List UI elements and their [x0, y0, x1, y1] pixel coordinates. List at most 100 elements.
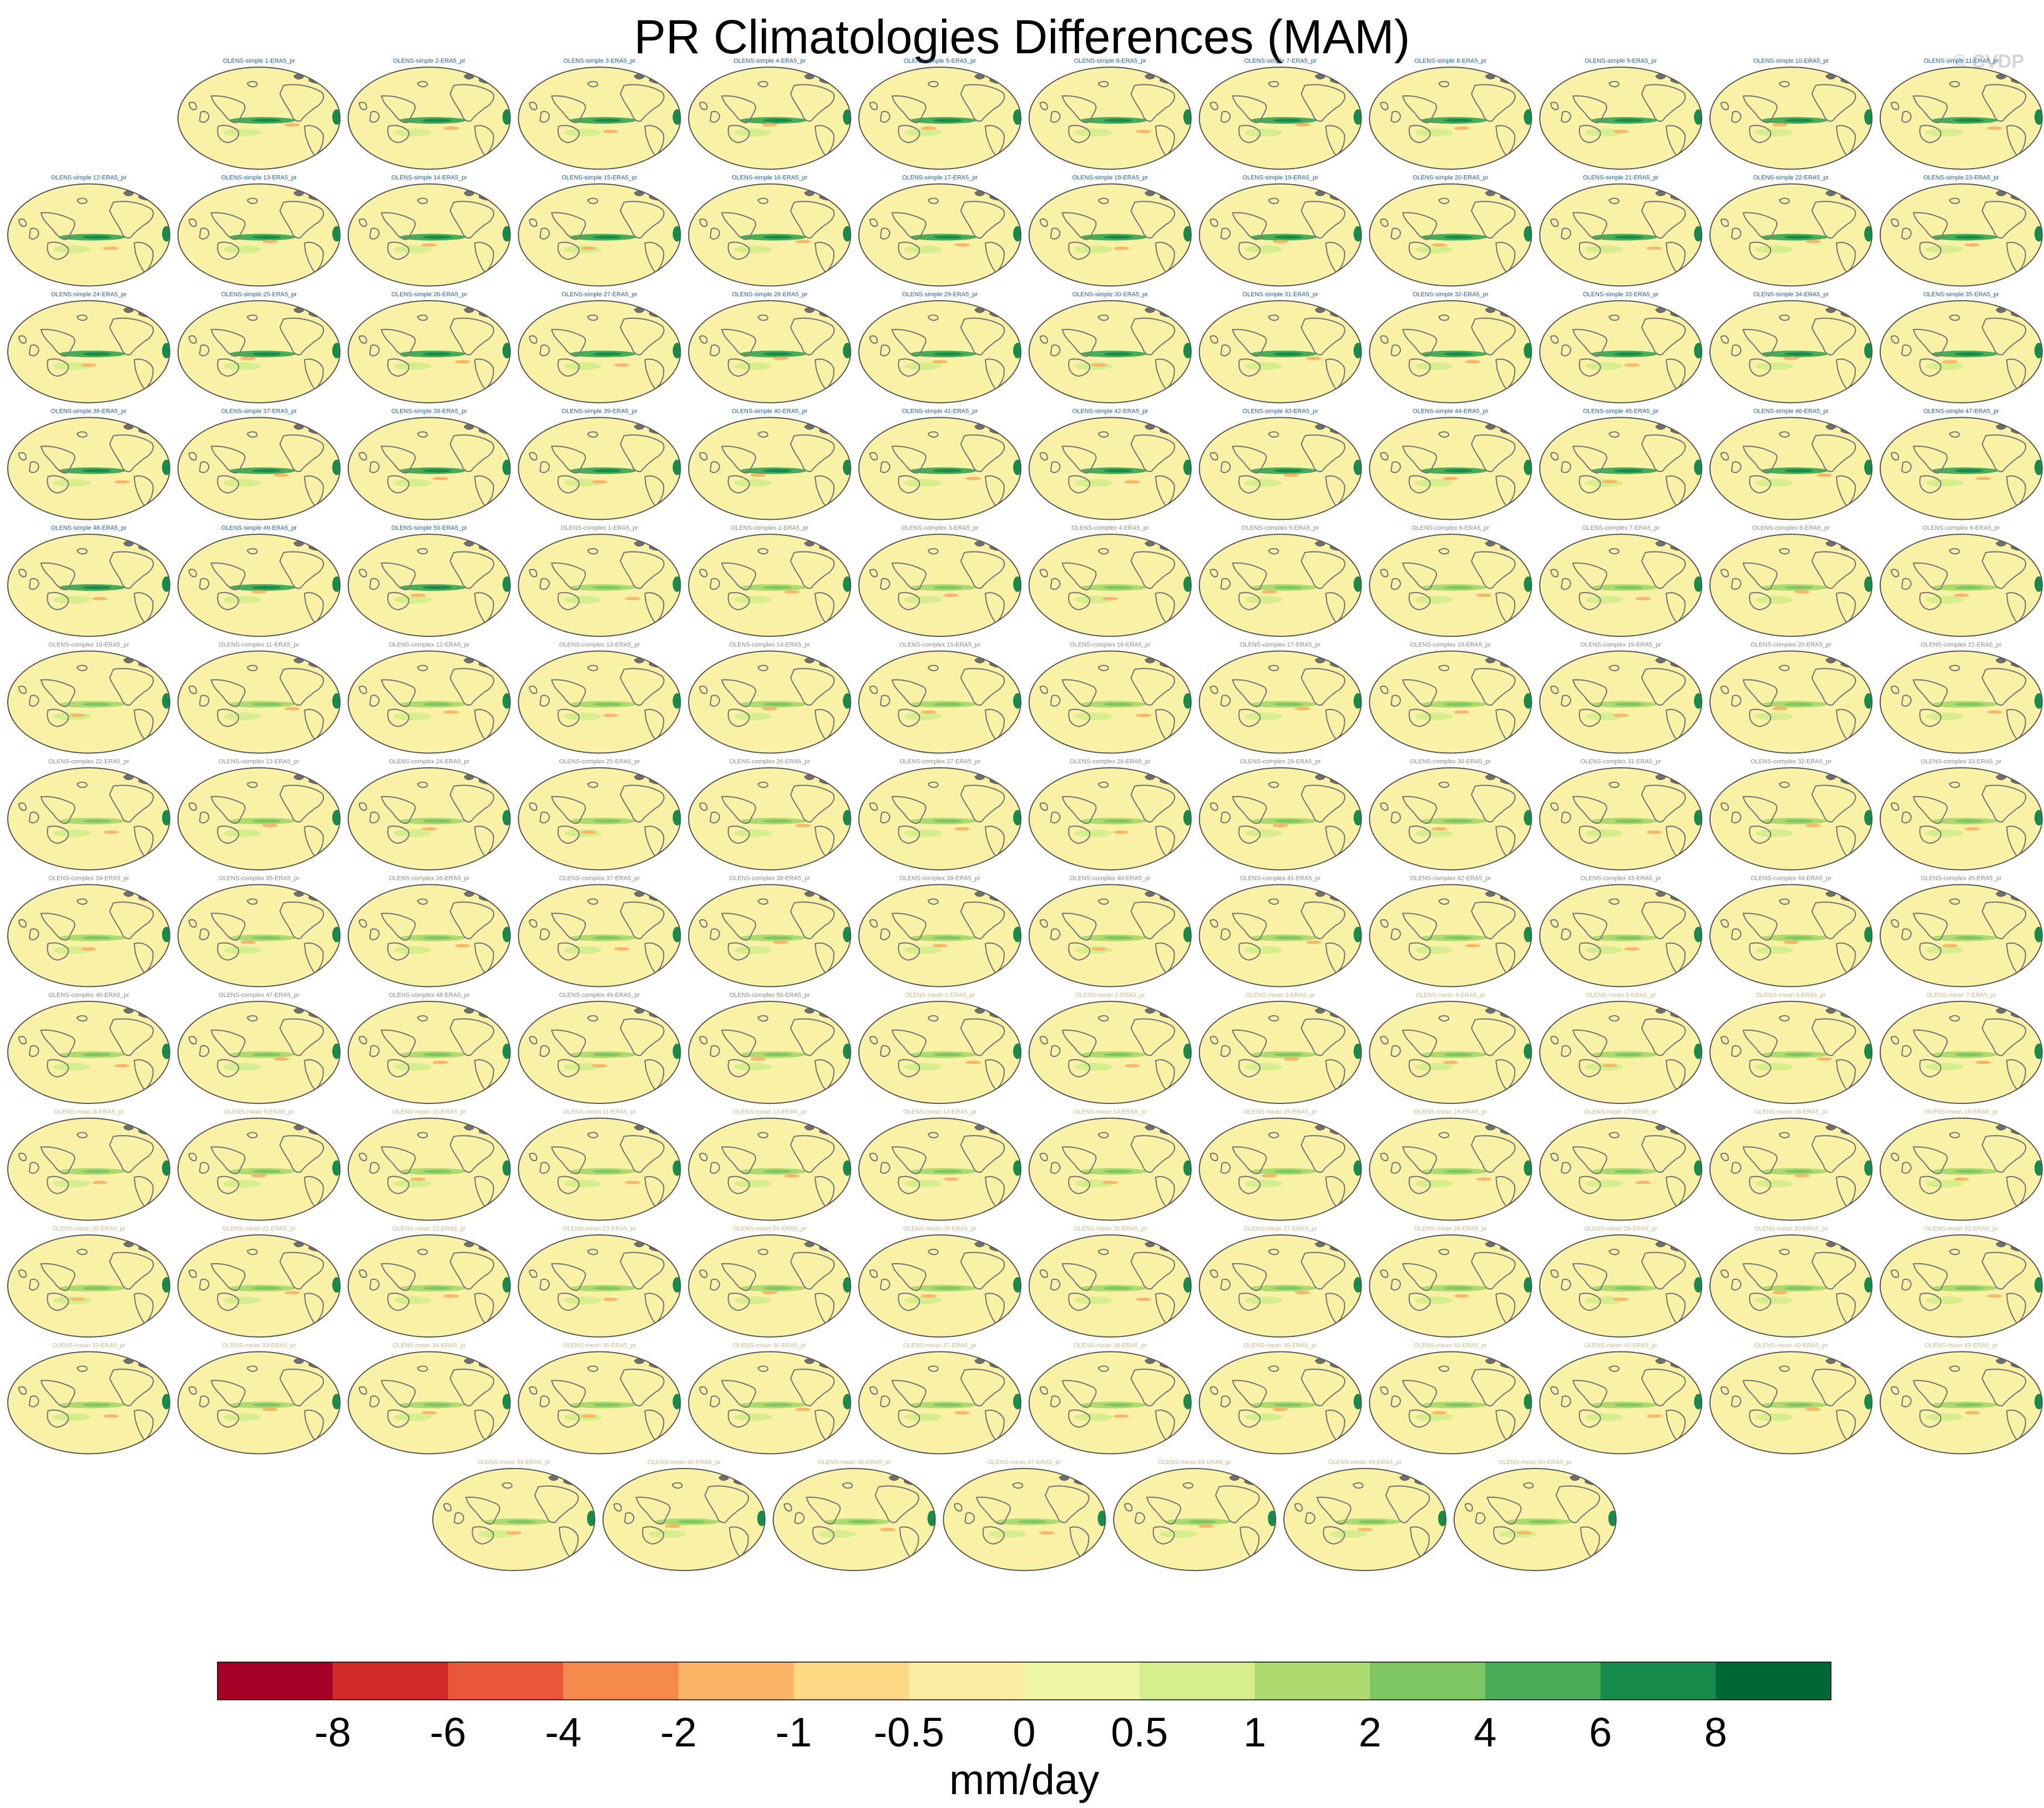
- map-panel: OLENS-mean 30-ERA5_pr: [1709, 1225, 1873, 1338]
- panel-title: OLENS-complex 11-ERA5_pr: [219, 642, 299, 649]
- south-tropics-anomaly: [1755, 479, 1793, 487]
- panel-title: OLENS-complex 41-ERA5_pr: [1240, 875, 1321, 882]
- map-outline: [518, 183, 681, 287]
- map-panel: OLENS-mean 25-ERA5_pr: [858, 1225, 1021, 1338]
- panel-title: OLENS-complex 12-ERA5_pr: [389, 642, 470, 649]
- negative-anomaly: [1646, 1414, 1662, 1418]
- map-panel: OLENS-complex 36-ERA5_pr: [347, 875, 511, 987]
- negative-anomaly: [1039, 1531, 1055, 1534]
- panel-title: OLENS-simple 31-ERA5_pr: [1242, 291, 1318, 298]
- map-panel: OLENS-mean 14-ERA5_pr: [1028, 1109, 1192, 1221]
- map-panel: OLENS-simple 44-ERA5_pr: [1369, 408, 1532, 520]
- south-tropics-anomaly: [393, 129, 432, 136]
- edge-anomaly: [672, 1160, 681, 1176]
- edge-anomaly: [1694, 459, 1702, 475]
- colorbar-tick-label: 6: [1589, 1709, 1612, 1755]
- south-tropics-anomaly: [1755, 1297, 1793, 1304]
- map-outline: [1369, 650, 1532, 754]
- itcz-anomaly-core: [1614, 586, 1643, 589]
- map-outline: [1709, 534, 1873, 637]
- map-panel: OLENS-complex 1-ERA5_pr: [518, 525, 681, 637]
- itcz-anomaly-core: [933, 1053, 962, 1056]
- negative-anomaly: [251, 590, 267, 594]
- south-tropics-anomaly: [393, 829, 432, 837]
- edge-anomaly: [1013, 343, 1021, 358]
- edge-anomaly: [1524, 693, 1532, 709]
- panel-title: OLENS-complex 30-ERA5_pr: [1410, 758, 1491, 765]
- panel-title: OLENS-mean 47-ERA5_pr: [988, 1459, 1061, 1466]
- edge-anomaly: [1694, 693, 1702, 709]
- negative-anomaly: [1443, 477, 1459, 480]
- map-outline: [1539, 183, 1703, 287]
- south-tropics-anomaly: [1585, 1297, 1623, 1304]
- map-outline: [602, 1468, 766, 1571]
- edge-anomaly: [1694, 576, 1702, 592]
- negative-anomaly: [1772, 707, 1788, 711]
- map-outline: [347, 884, 511, 987]
- south-tropics-anomaly: [1244, 829, 1283, 837]
- negative-anomaly: [1772, 1291, 1788, 1294]
- south-tropics-anomaly: [1074, 479, 1112, 487]
- map-panel: OLENS-complex 11-ERA5_pr: [177, 642, 341, 754]
- map-outline: [1369, 884, 1532, 987]
- itcz-anomaly-core: [252, 702, 281, 706]
- south-tropics-anomaly: [1585, 712, 1623, 721]
- panel-title: OLENS-mean 42-ERA5_pr: [1754, 1343, 1828, 1349]
- map-outline: [1879, 534, 2043, 637]
- map-panel: OLENS-simple 14-ERA5_pr: [347, 175, 511, 287]
- south-tropics-anomaly: [1074, 129, 1112, 136]
- map-outline: [688, 884, 852, 987]
- south-tropics-anomaly: [1074, 829, 1112, 837]
- map-outline: [518, 67, 681, 170]
- map-outline: [1198, 767, 1362, 870]
- south-tropics-anomaly: [478, 1530, 516, 1538]
- negative-anomaly: [1805, 1407, 1821, 1411]
- panel-title: OLENS-simple 24-ERA5_pr: [51, 291, 127, 298]
- negative-anomaly: [1624, 363, 1640, 367]
- edge-anomaly: [1524, 1160, 1532, 1176]
- itcz-anomaly-core: [593, 1287, 622, 1290]
- negative-anomaly: [965, 1061, 981, 1064]
- panel-title: OLENS-simple 25-ERA5_pr: [221, 291, 297, 298]
- itcz-anomaly-core: [1954, 469, 1984, 473]
- map-outline: [7, 1001, 170, 1104]
- map-outline: [1369, 1234, 1532, 1338]
- negative-anomaly: [1964, 243, 1980, 247]
- edge-anomaly: [332, 109, 340, 125]
- south-tropics-anomaly: [1329, 1530, 1367, 1538]
- map-outline: [347, 534, 511, 637]
- map-outline: [1369, 67, 1532, 170]
- edge-anomaly: [843, 459, 851, 475]
- edge-anomaly: [332, 576, 340, 592]
- panel-title: OLENS-complex 39-ERA5_pr: [899, 875, 980, 882]
- itcz-anomaly-core: [1273, 819, 1303, 823]
- south-tropics-anomaly: [1755, 712, 1793, 721]
- itcz-anomaly-core: [1784, 352, 1813, 356]
- panel-title: OLENS-complex 36-ERA5_pr: [389, 875, 470, 882]
- edge-anomaly: [1353, 1160, 1362, 1176]
- negative-anomaly: [410, 1177, 426, 1181]
- map-panel: OLENS-mean 29-ERA5_pr: [1539, 1225, 1703, 1338]
- map-outline: [1709, 1351, 1873, 1455]
- itcz-anomaly-core: [593, 469, 622, 473]
- itcz-anomaly-core: [82, 1169, 111, 1173]
- map-panel: OLENS-complex 41-ERA5_pr: [1198, 875, 1362, 987]
- itcz-anomaly-core: [1614, 469, 1643, 473]
- panel-title: OLENS-complex 38-ERA5_pr: [729, 875, 810, 882]
- edge-anomaly: [332, 1394, 340, 1410]
- map-panel: OLENS-complex 6-ERA5_pr: [1369, 525, 1532, 637]
- panel-title: OLENS-complex 50-ERA5_pr: [729, 992, 810, 999]
- itcz-anomaly-core: [1954, 702, 1984, 706]
- edge-anomaly: [1524, 576, 1532, 592]
- negative-anomaly: [1986, 710, 2002, 714]
- negative-anomaly: [1272, 1407, 1288, 1411]
- colorbar-tick-label: 0: [1013, 1709, 1035, 1755]
- edge-anomaly: [1694, 810, 1702, 825]
- map-outline: [177, 767, 341, 870]
- map-outline: [1369, 183, 1532, 287]
- negative-anomaly: [1431, 827, 1448, 830]
- edge-anomaly: [502, 1160, 510, 1176]
- edge-anomaly: [672, 576, 681, 592]
- map-panel: OLENS-mean 9-ERA5_pr: [177, 1109, 341, 1221]
- map-panel: OLENS-complex 33-ERA5_pr: [1879, 758, 2043, 870]
